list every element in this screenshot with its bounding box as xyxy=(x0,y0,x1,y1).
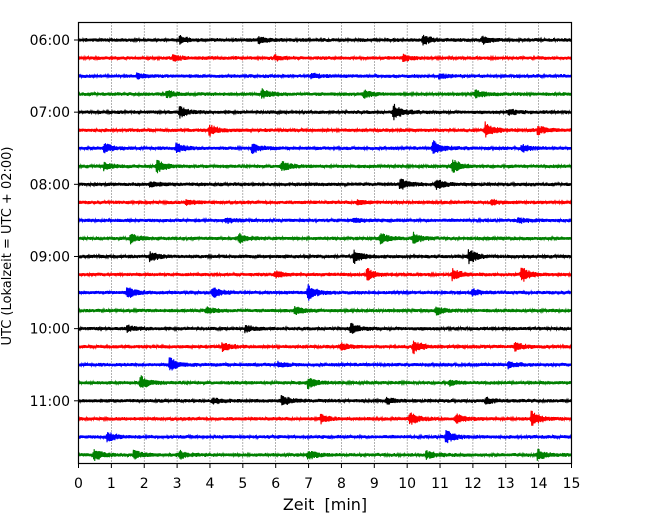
x-tick-label: 0 xyxy=(74,476,83,492)
x-tick-label: 3 xyxy=(173,476,182,492)
trace-0745 xyxy=(77,159,573,174)
x-tick-label: 4 xyxy=(206,476,215,492)
trace-0645 xyxy=(77,88,573,99)
x-tick-label: 7 xyxy=(304,476,313,492)
y-tick-label: 10:00 xyxy=(30,322,70,338)
y-tick-label: 06:00 xyxy=(30,33,70,49)
trace-1030 xyxy=(77,357,573,371)
x-tick-label: 6 xyxy=(271,476,280,492)
x-tick-label: 12 xyxy=(464,476,482,492)
x-tick-label: 13 xyxy=(497,476,515,492)
plot-frame xyxy=(77,21,573,465)
trace-1145 xyxy=(77,448,573,461)
trace-0945 xyxy=(77,305,573,316)
x-tick-label: 8 xyxy=(337,476,346,492)
trace-0600 xyxy=(77,34,573,46)
trace-0830 xyxy=(77,217,573,224)
trace-0700 xyxy=(77,103,573,121)
trace-0915 xyxy=(77,267,573,282)
trace-0930 xyxy=(77,284,573,301)
x-tick-label: 1 xyxy=(107,476,116,492)
x-axis-ticks: 0 1 2 3 4 5 6 7 8 9 10 11 12 13 14 15 xyxy=(74,463,581,492)
x-tick-label: 9 xyxy=(370,476,379,492)
y-tick-label: 11:00 xyxy=(30,394,70,410)
x-axis-label: Zeit [min] xyxy=(283,495,367,514)
y-axis-label: UTC (Lokalzeit = UTC + 02:00) xyxy=(0,147,15,346)
plot-area xyxy=(78,22,572,464)
x-tick-label: 14 xyxy=(530,476,548,492)
y-tick-label: 09:00 xyxy=(30,249,70,265)
trace-0800 xyxy=(77,178,573,190)
trace-0730 xyxy=(77,140,573,154)
trace-1015 xyxy=(77,340,573,355)
x-tick-label: 10 xyxy=(398,476,416,492)
trace-0715 xyxy=(77,121,573,138)
trace-1115 xyxy=(77,410,573,426)
y-tick-label: 08:00 xyxy=(30,177,70,193)
trace-1130 xyxy=(77,430,573,444)
seismogram-traces xyxy=(77,34,573,461)
trace-0630 xyxy=(77,72,573,80)
x-tick-label: 15 xyxy=(563,476,581,492)
trace-0815 xyxy=(77,198,573,206)
x-tick-label: 2 xyxy=(140,476,149,492)
trace-1100 xyxy=(77,394,573,406)
trace-0845 xyxy=(77,231,573,245)
y-tick-label: 07:00 xyxy=(30,105,70,121)
y-axis-ticks: 06:00 07:00 08:00 09:00 10:00 11:00 xyxy=(30,33,79,410)
trace-0615 xyxy=(77,53,573,63)
trace-0900 xyxy=(77,249,573,265)
x-tick-label: 5 xyxy=(238,476,247,492)
trace-1000 xyxy=(77,322,573,334)
x-tick-label: 11 xyxy=(431,476,449,492)
trace-1045 xyxy=(77,375,573,390)
